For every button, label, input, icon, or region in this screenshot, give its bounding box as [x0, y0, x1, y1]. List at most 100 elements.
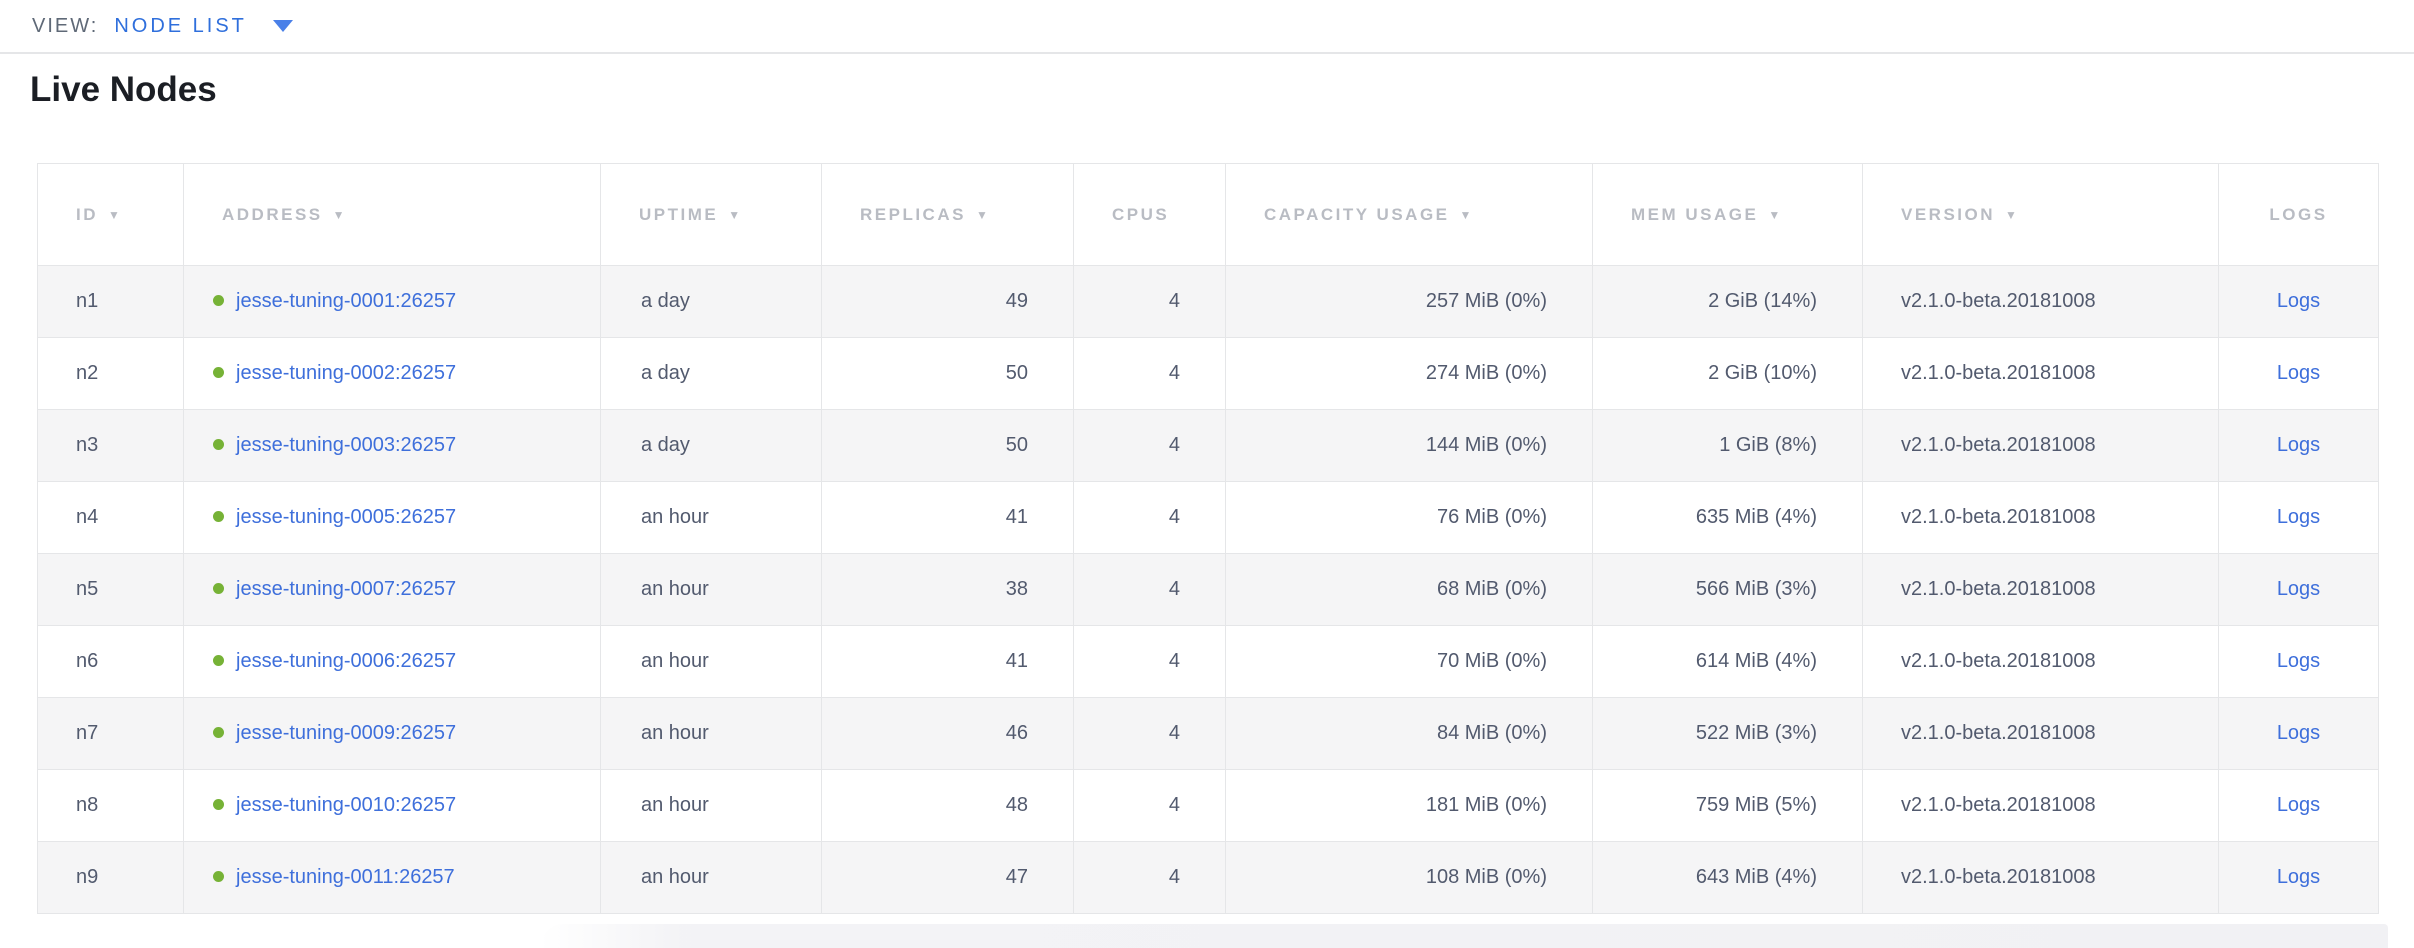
- live-status-icon: [213, 295, 224, 307]
- column-header-replicas[interactable]: REPLICAS ▼: [821, 163, 1074, 266]
- node-version-cell: v2.1.0-beta.20181008: [1862, 769, 2219, 842]
- node-id-cell: n6: [37, 625, 184, 698]
- node-id-cell: n1: [37, 265, 184, 338]
- node-logs-link[interactable]: Logs: [2276, 290, 2321, 312]
- node-version-cell: v2.1.0-beta.20181008: [1862, 337, 2219, 410]
- node-uptime-cell: an hour: [600, 841, 822, 914]
- column-header-id[interactable]: ID ▼: [37, 163, 184, 266]
- node-logs-link[interactable]: Logs: [2276, 794, 2321, 816]
- node-row: n8 jesse-tuning-0010:26257 an hour 48 4 …: [37, 769, 2379, 842]
- next-section-shadow: [540, 924, 2388, 948]
- node-replicas-cell: 46: [821, 697, 1074, 770]
- live-status-icon: [213, 727, 224, 739]
- node-replicas-cell: 41: [821, 481, 1074, 554]
- node-uptime-cell: a day: [600, 337, 822, 410]
- node-logs-cell: Logs: [2218, 769, 2379, 842]
- node-cpus-cell: 4: [1073, 625, 1226, 698]
- column-header-label: CPUS: [1112, 204, 1170, 224]
- column-header-mem-usage[interactable]: MEM USAGE ▼: [1592, 163, 1863, 266]
- node-logs-link[interactable]: Logs: [2276, 434, 2321, 456]
- node-replicas-cell: 38: [821, 553, 1074, 626]
- node-address-link[interactable]: jesse-tuning-0007:26257: [236, 578, 457, 600]
- node-logs-cell: Logs: [2218, 697, 2379, 770]
- node-id-cell: n3: [37, 409, 184, 482]
- sort-arrow-icon: ▼: [2005, 207, 2020, 222]
- node-address-cell: jesse-tuning-0009:26257: [183, 697, 601, 770]
- node-row: n6 jesse-tuning-0006:26257 an hour 41 4 …: [37, 625, 2379, 698]
- node-version-cell: v2.1.0-beta.20181008: [1862, 409, 2219, 482]
- node-logs-link[interactable]: Logs: [2276, 866, 2321, 888]
- node-uptime-cell: an hour: [600, 553, 822, 626]
- node-cpus-cell: 4: [1073, 265, 1226, 338]
- node-address-link[interactable]: jesse-tuning-0005:26257: [236, 506, 457, 528]
- sort-arrow-icon: ▼: [975, 207, 991, 222]
- node-version-cell: v2.1.0-beta.20181008: [1862, 265, 2219, 338]
- node-id-cell: n9: [37, 841, 184, 914]
- column-header-capacity-usage[interactable]: CAPACITY USAGE ▼: [1225, 163, 1593, 266]
- node-uptime-cell: a day: [600, 409, 822, 482]
- node-address-cell: jesse-tuning-0002:26257: [183, 337, 601, 410]
- node-address-cell: jesse-tuning-0011:26257: [183, 841, 601, 914]
- column-header-label: CAPACITY USAGE: [1264, 204, 1450, 224]
- node-logs-cell: Logs: [2218, 841, 2379, 914]
- column-header-label: ID: [76, 204, 98, 224]
- node-address-cell: jesse-tuning-0001:26257: [183, 265, 601, 338]
- node-address-link[interactable]: jesse-tuning-0006:26257: [236, 650, 457, 672]
- node-uptime-cell: a day: [600, 265, 822, 338]
- node-address-link[interactable]: jesse-tuning-0002:26257: [236, 362, 457, 384]
- node-address-link[interactable]: jesse-tuning-0009:26257: [236, 722, 457, 744]
- node-logs-cell: Logs: [2218, 409, 2379, 482]
- node-capacity-usage-cell: 84 MiB (0%): [1225, 697, 1593, 770]
- node-address-cell: jesse-tuning-0010:26257: [183, 769, 601, 842]
- node-address-link[interactable]: jesse-tuning-0001:26257: [236, 290, 457, 312]
- node-cpus-cell: 4: [1073, 553, 1226, 626]
- live-status-icon: [213, 655, 224, 667]
- node-id-cell: n4: [37, 481, 184, 554]
- node-logs-link[interactable]: Logs: [2276, 722, 2321, 744]
- sort-arrow-icon: ▼: [332, 207, 348, 222]
- node-capacity-usage-cell: 274 MiB (0%): [1225, 337, 1593, 410]
- view-dropdown[interactable]: NODE LIST: [114, 15, 293, 38]
- node-capacity-usage-cell: 144 MiB (0%): [1225, 409, 1593, 482]
- node-uptime-cell: an hour: [600, 625, 822, 698]
- node-version-cell: v2.1.0-beta.20181008: [1862, 625, 2219, 698]
- node-address-link[interactable]: jesse-tuning-0011:26257: [236, 866, 455, 888]
- node-replicas-cell: 50: [821, 337, 1074, 410]
- live-status-icon: [213, 799, 224, 811]
- column-header-label: REPLICAS: [860, 204, 966, 224]
- node-version-cell: v2.1.0-beta.20181008: [1862, 697, 2219, 770]
- sort-arrow-icon: ▼: [728, 207, 743, 222]
- node-mem-usage-cell: 614 MiB (4%): [1592, 625, 1863, 698]
- node-cpus-cell: 4: [1073, 769, 1226, 842]
- live-status-icon: [213, 871, 224, 883]
- node-address-link[interactable]: jesse-tuning-0010:26257: [236, 794, 457, 816]
- table-header-row: ID ▼ ADDRESS ▼ UPTIME ▼ REPLICAS ▼ CPUS CAPA…: [37, 163, 2379, 266]
- sort-arrow-icon: ▼: [1459, 207, 1474, 222]
- node-logs-cell: Logs: [2218, 265, 2379, 338]
- node-row: n9 jesse-tuning-0011:26257 an hour 47 4 …: [37, 841, 2379, 914]
- node-uptime-cell: an hour: [600, 769, 822, 842]
- node-logs-link[interactable]: Logs: [2276, 578, 2321, 600]
- node-row: n2 jesse-tuning-0002:26257 a day 50 4 27…: [37, 337, 2379, 410]
- node-mem-usage-cell: 2 GiB (10%): [1592, 337, 1863, 410]
- live-status-icon: [213, 583, 224, 595]
- column-header-version[interactable]: VERSION ▼: [1862, 163, 2219, 266]
- sort-arrow-icon: ▼: [108, 207, 123, 222]
- node-logs-link[interactable]: Logs: [2276, 506, 2321, 528]
- node-address-cell: jesse-tuning-0006:26257: [183, 625, 601, 698]
- column-header-address[interactable]: ADDRESS ▼: [183, 163, 601, 266]
- view-dropdown-value[interactable]: NODE LIST: [114, 14, 247, 37]
- node-address-cell: jesse-tuning-0007:26257: [183, 553, 601, 626]
- chevron-down-icon[interactable]: [272, 20, 293, 32]
- column-header-logs: LOGS: [2218, 163, 2379, 266]
- node-logs-link[interactable]: Logs: [2276, 650, 2321, 672]
- node-capacity-usage-cell: 76 MiB (0%): [1225, 481, 1593, 554]
- live-nodes-table: ID ▼ ADDRESS ▼ UPTIME ▼ REPLICAS ▼ CPUS CAPA…: [37, 163, 2379, 914]
- node-id-cell: n7: [37, 697, 184, 770]
- column-header-label: ADDRESS: [222, 204, 323, 224]
- node-address-link[interactable]: jesse-tuning-0003:26257: [236, 434, 457, 456]
- node-row: n3 jesse-tuning-0003:26257 a day 50 4 14…: [37, 409, 2379, 482]
- node-logs-link[interactable]: Logs: [2276, 362, 2321, 384]
- node-replicas-cell: 49: [821, 265, 1074, 338]
- column-header-uptime[interactable]: UPTIME ▼: [600, 163, 822, 266]
